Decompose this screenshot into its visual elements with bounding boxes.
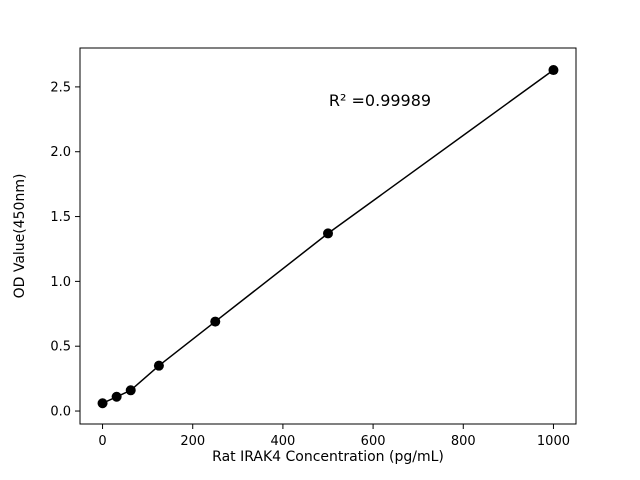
data-point (548, 65, 559, 76)
data-point (125, 385, 136, 396)
y-axis-label: OD Value(450nm) (12, 174, 28, 299)
x-tick-label: 600 (361, 434, 386, 449)
y-tick-label: 2.5 (50, 80, 71, 95)
x-tick-label: 400 (270, 434, 295, 449)
data-point (210, 316, 221, 327)
x-tick-label: 800 (451, 434, 476, 449)
x-tick-label: 200 (180, 434, 205, 449)
x-axis-label: Rat IRAK4 Concentration (pg/mL) (212, 449, 444, 465)
data-point (97, 398, 108, 409)
r-squared-annotation: R² =0.99989 (329, 91, 431, 110)
y-tick-label: 1.0 (50, 275, 71, 290)
axes-frame (79, 47, 577, 425)
y-tick-label: 0.0 (50, 405, 71, 420)
y-tick-label: 0.5 (50, 340, 71, 355)
data-point (323, 228, 333, 239)
y-tick-label: 2.0 (50, 145, 71, 160)
x-tick-label: 1000 (537, 434, 570, 449)
data-point (111, 391, 122, 402)
data-point (153, 360, 164, 371)
x-tick-label: 0 (98, 434, 106, 449)
y-tick-label: 1.5 (50, 210, 71, 225)
